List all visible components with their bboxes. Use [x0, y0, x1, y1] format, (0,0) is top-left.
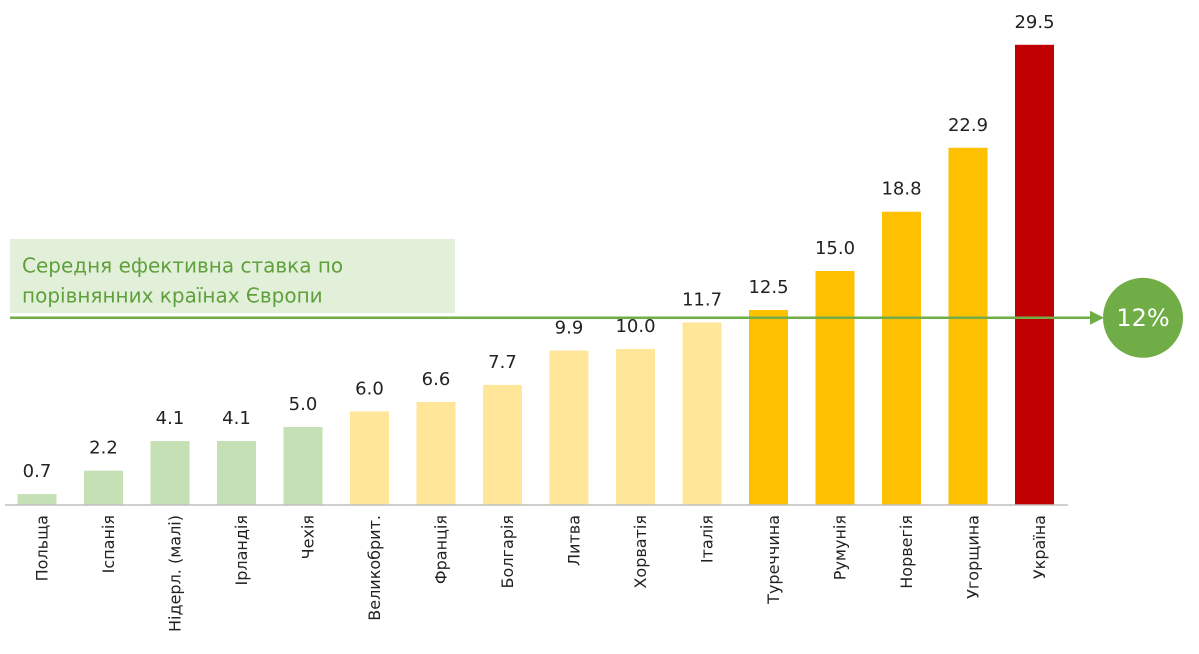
value-label: 11.7	[682, 289, 722, 310]
value-label: 5.0	[289, 394, 318, 415]
bar	[948, 147, 988, 505]
bar	[882, 211, 921, 505]
value-label: 6.0	[355, 378, 384, 399]
x-tick-label: Нідерл. (малі)	[166, 515, 185, 632]
value-label: 12.5	[748, 277, 788, 298]
annotation-box	[10, 239, 455, 313]
value-label: 0.7	[23, 461, 52, 482]
bar	[815, 271, 855, 505]
bar	[17, 494, 57, 505]
reference-arrow	[1090, 310, 1104, 325]
x-tick-label: Хорватія	[631, 515, 650, 589]
bar	[150, 441, 190, 505]
x-tick-label: Чехія	[299, 515, 318, 559]
reference-label: 12%	[1116, 304, 1169, 332]
value-label: 29.5	[1014, 12, 1054, 33]
x-tick-label: Італія	[698, 515, 717, 563]
value-label: 6.6	[422, 369, 451, 390]
x-tick-label: Туреччина	[764, 515, 783, 605]
bar	[749, 310, 788, 505]
value-label: 15.0	[815, 238, 855, 259]
x-tick-label: Польща	[33, 515, 52, 581]
value-label: 22.9	[948, 115, 988, 136]
bar	[84, 470, 123, 505]
bar	[1015, 44, 1054, 506]
x-tick-label: Великобрит.	[365, 515, 384, 621]
annotation-text: Середня ефективна ставка по	[22, 254, 343, 278]
x-tick-label: Франція	[432, 515, 451, 584]
value-label: 4.1	[156, 408, 185, 429]
value-label: 9.9	[555, 318, 584, 339]
x-tick-label: Литва	[565, 515, 584, 566]
x-tick-label: Ірландія	[232, 515, 251, 586]
x-tick-label: Норвегія	[897, 515, 916, 589]
bar	[217, 441, 256, 505]
x-tick-label: Іспанія	[99, 515, 118, 573]
bar	[616, 349, 655, 505]
value-label: 2.2	[89, 438, 118, 459]
value-label: 7.7	[488, 352, 517, 373]
bar	[350, 411, 389, 505]
value-label: 18.8	[881, 179, 921, 200]
x-tick-label: Україна	[1030, 515, 1049, 579]
annotation-text: порівнянних країнах Європи	[22, 284, 323, 308]
x-tick-label: Болгарія	[498, 515, 517, 588]
bar	[283, 427, 323, 505]
x-tick-label: Румунія	[831, 515, 850, 580]
bar	[549, 350, 589, 505]
bar	[682, 322, 722, 505]
x-tick-label: Угорщина	[964, 515, 983, 599]
bar	[483, 384, 522, 505]
value-label: 4.1	[222, 408, 251, 429]
bar	[416, 402, 456, 505]
value-label: 10.0	[615, 316, 655, 337]
reference-badge	[1103, 277, 1183, 358]
